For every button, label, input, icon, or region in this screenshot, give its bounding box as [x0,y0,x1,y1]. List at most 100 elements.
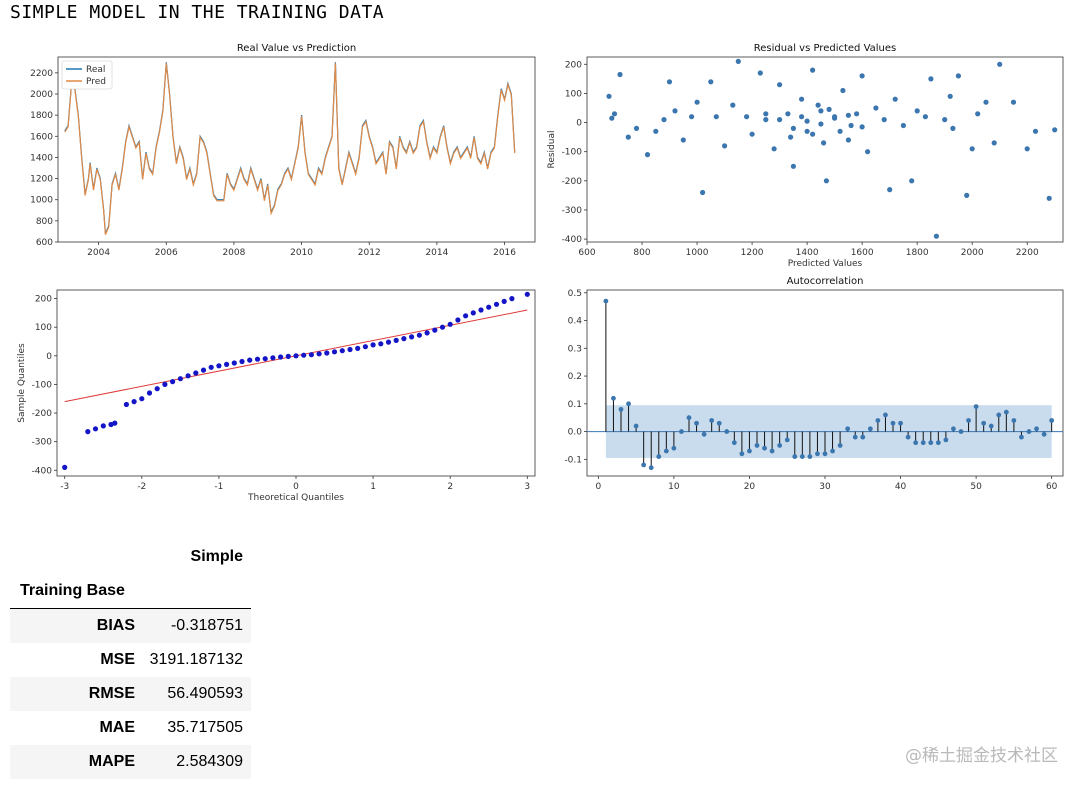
qq-point [470,310,476,316]
scatter-point [644,152,651,158]
x-tick-label: 1000 [686,248,709,258]
qq-point [378,341,384,347]
acf-marker [731,440,737,446]
qq-point [524,291,530,297]
y-tick-label: 2000 [30,90,53,100]
acf-marker [1034,426,1039,432]
scatter-point [625,134,631,140]
y-tick-label: 0 [46,352,52,362]
x-tick-label: 2014 [425,248,448,258]
acf-marker [769,448,775,454]
scatter-point [887,187,893,193]
acf-marker [928,440,934,446]
y-tick-label: 2200 [30,69,53,79]
qq-point [200,367,207,373]
y-tick-label: 200 [565,60,582,70]
acf-marker [626,401,631,407]
chart-title: Real Value vs Prediction [237,43,356,54]
acf-marker [762,445,767,451]
qq-point [131,399,137,405]
acf-marker [611,395,616,401]
y-tick-label: -100 [562,148,583,158]
scatter-point [763,117,769,123]
x-tick-label: 2004 [87,248,110,258]
scatter-point [810,67,816,73]
qq-point [224,361,230,367]
scatter-point [840,87,846,94]
scatter-point [909,178,915,184]
scatter-point [859,124,865,130]
y-tick-label: -400 [32,466,53,476]
scatter-point [680,137,686,143]
scatter-point [845,137,852,143]
x-tick-label: 1800 [906,248,929,258]
scatter-point [881,117,887,123]
acf-marker [1041,431,1047,437]
acf-marker [1049,418,1055,423]
scatter-point [694,99,700,105]
acf-marker [754,443,760,448]
metrics-table: Simple Training Base BIAS -0.318751 MSE … [10,540,251,779]
y-tick-label: 1800 [30,111,53,121]
scatter-point [666,79,673,85]
scatter-point [713,114,719,120]
scatter-point [708,79,714,85]
y-tick-label: 0.4 [568,317,583,327]
qq-point [301,352,307,358]
acf-marker [875,418,881,423]
table-row: MAPE 2.584309 [10,745,251,779]
y-tick-label: 0.2 [568,372,582,382]
scatter-point [947,93,953,99]
qq-point [270,355,276,361]
qq-point [177,376,183,382]
scatter-point [818,108,824,114]
scatter-point [606,93,612,99]
acf-marker [958,429,964,434]
acf-marker [1026,429,1032,434]
scatter-point [865,149,871,155]
x-tick-label: 0 [293,482,299,492]
qq-point [162,381,168,387]
x-tick-label: 800 [633,248,650,258]
scatter-point [1032,128,1039,134]
row-value: 56.490593 [167,685,243,702]
y-tick-label: -400 [562,235,583,245]
x-tick-label: 60 [1046,482,1058,492]
qq-point [432,327,438,333]
y-tick-label: 0.0 [568,428,583,438]
x-tick-label: 1400 [796,248,819,258]
acf-marker [935,440,941,446]
qq-point [493,301,500,307]
scatter-point [804,128,810,134]
scatter-point [771,146,777,152]
acf-marker [943,437,949,443]
scatter-point [815,102,821,108]
x-tick-label: 1200 [741,248,764,258]
x-tick-label: -2 [137,482,146,492]
acf-marker [951,426,956,432]
scatter-point [933,233,940,239]
x-tick-label: 10 [668,482,680,492]
x-tick-label: 50 [970,482,982,492]
scatter-point [790,163,797,169]
legend: Real Pred [61,60,113,90]
plot-frame [56,289,536,477]
x-tick-label: 600 [578,248,595,258]
acf-marker [905,434,911,440]
chart-qq-plot: -3 -2 -1 0 1 2 3 -400 -300 -200 -100 0 100 200 Theoret… [17,289,536,503]
scatter-point [832,115,838,121]
scatter-point [763,111,769,117]
row-label: MSE [100,651,135,668]
scatter-point [611,111,618,117]
page-title: SIMPLE MODEL IN THE TRAINING DATA [10,2,385,23]
scatter-point [810,131,816,137]
qq-point [478,307,484,313]
scatter-point [722,143,728,149]
qq-point [439,324,446,330]
acf-marker [883,412,888,418]
acf-marker [747,448,752,454]
scatter-point [735,58,741,64]
table-row: MSE 3191.187132 [10,643,251,677]
table-row: BIAS -0.318751 [10,608,251,643]
